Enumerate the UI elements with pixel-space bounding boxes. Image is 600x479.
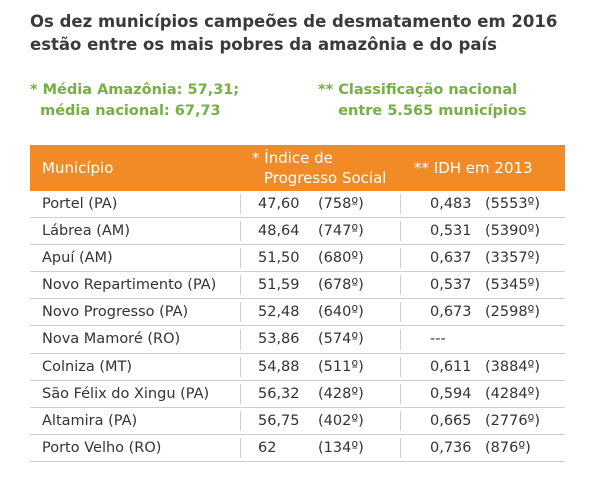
table-cell: (640º) bbox=[318, 304, 364, 321]
header-cell: * Índice de bbox=[252, 149, 333, 167]
note: * Média Amazônia: 57,31; média nacional:… bbox=[30, 80, 239, 122]
column-separator bbox=[400, 221, 401, 242]
table-cell: (5553º) bbox=[485, 196, 541, 212]
column-separator bbox=[240, 302, 241, 323]
table-cell: (758º) bbox=[318, 196, 364, 212]
column-separator bbox=[400, 302, 401, 323]
table-row: São Félix do Xingu (PA) 56,32 (428º) 0,594 (… bbox=[30, 381, 565, 408]
table-cell: 51,50 bbox=[258, 250, 300, 267]
note-line: entre 5.565 municípios bbox=[318, 103, 527, 119]
column-separator bbox=[240, 437, 241, 458]
table-cell: 0,673 bbox=[430, 304, 472, 321]
table-cell: Porto Velho (RO) bbox=[42, 439, 162, 456]
table-cell: 62 bbox=[258, 439, 277, 456]
table-cell: 0,637 bbox=[430, 250, 472, 267]
column-separator bbox=[400, 383, 401, 404]
header-cell: ** IDH em 2013 bbox=[414, 159, 533, 177]
table-cell: 0,531 bbox=[430, 223, 472, 240]
table-cell: 0,611 bbox=[430, 358, 472, 375]
table-cell: (2776º) bbox=[485, 412, 541, 429]
table-cell: 54,88 bbox=[258, 358, 300, 375]
table-cell: 56,32 bbox=[258, 385, 300, 402]
note-line: média nacional: 67,73 bbox=[30, 103, 221, 119]
header-cell: Município bbox=[42, 159, 114, 177]
column-separator bbox=[400, 194, 401, 215]
column-separator bbox=[240, 248, 241, 269]
table-cell: Altamira (PA) bbox=[42, 412, 138, 429]
column-separator bbox=[240, 383, 241, 404]
title-line: Os dez municípios campeões de desmatamen… bbox=[30, 12, 558, 31]
column-separator bbox=[400, 356, 401, 377]
table-cell: (428º) bbox=[318, 385, 364, 402]
table-cell: 51,59 bbox=[258, 277, 300, 294]
table-cell: 48,64 bbox=[258, 223, 300, 240]
table-row: Nova Mamoré (RO) 53,86 (574º) --- bbox=[30, 326, 565, 354]
table-row: Novo Progresso (PA) 52,48 (640º) 0,673 (2598… bbox=[30, 299, 565, 327]
table-row: Portel (PA) 47,60 (758º) 0,483 (5553º) bbox=[30, 191, 565, 219]
table-cell: Colniza (MT) bbox=[42, 358, 133, 375]
table-body: Portel (PA) 47,60 (758º) 0,483 (5553º) Lábrea… bbox=[30, 191, 565, 462]
table-row: Novo Repartimento (PA) 51,59 (678º) 0,537 (5… bbox=[30, 272, 565, 300]
table-cell: 0,736 bbox=[430, 439, 472, 456]
table-row: Porto Velho (RO) 62 (134º) 0,736 (876º) bbox=[30, 435, 565, 462]
table-cell: 0,483 bbox=[430, 196, 472, 212]
table-cell: (5390º) bbox=[485, 223, 541, 240]
table-cell: (5345º) bbox=[485, 277, 541, 294]
column-separator bbox=[240, 221, 241, 242]
table-cell: Nova Mamoré (RO) bbox=[42, 331, 181, 348]
table-cell: (678º) bbox=[318, 277, 364, 294]
table-cell: Novo Repartimento (PA) bbox=[42, 277, 217, 294]
table-cell: 52,48 bbox=[258, 304, 300, 321]
table-cell: Lábrea (AM) bbox=[42, 223, 130, 240]
note: ** Classificação nacional entre 5.565 mu… bbox=[318, 80, 526, 122]
column-separator bbox=[240, 194, 241, 215]
table-cell: 0,537 bbox=[430, 277, 472, 294]
table-row: Altamira (PA) 56,75 (402º) 0,665 (2776º) bbox=[30, 408, 565, 435]
column-separator bbox=[240, 410, 241, 431]
title: Os dez municípios campeões de desmatamen… bbox=[30, 10, 557, 56]
note-line: ** Classificação nacional bbox=[318, 82, 518, 98]
table-cell: (134º) bbox=[318, 439, 364, 456]
table-cell: (680º) bbox=[318, 250, 364, 267]
title-line: estão entre os mais pobres da amazônia e… bbox=[30, 35, 497, 54]
table-row: Lábrea (AM) 48,64 (747º) 0,531 (5390º) bbox=[30, 218, 565, 246]
column-separator bbox=[400, 437, 401, 458]
table-cell: 0,594 bbox=[430, 385, 472, 402]
column-separator bbox=[400, 329, 401, 350]
table-cell: (2598º) bbox=[485, 304, 541, 321]
table-row: Apuí (AM) 51,50 (680º) 0,637 (3357º) bbox=[30, 245, 565, 273]
column-separator bbox=[400, 410, 401, 431]
table-cell: (574º) bbox=[318, 331, 364, 348]
note-line: * Média Amazônia: 57,31; bbox=[30, 82, 240, 98]
column-separator bbox=[400, 248, 401, 269]
table-cell: (3357º) bbox=[485, 250, 541, 267]
table-cell: (402º) bbox=[318, 412, 364, 429]
table-cell: São Félix do Xingu (PA) bbox=[42, 385, 210, 402]
table-cell: Apuí (AM) bbox=[42, 250, 113, 267]
column-separator bbox=[240, 329, 241, 350]
table-cell: (876º) bbox=[485, 439, 531, 456]
table-row: Colniza (MT) 54,88 (511º) 0,611 (3884º) bbox=[30, 354, 565, 381]
column-separator bbox=[400, 275, 401, 296]
column-separator bbox=[240, 356, 241, 377]
table-cell: 0,665 bbox=[430, 412, 472, 429]
table-cell: 53,86 bbox=[258, 331, 300, 348]
table-cell: Novo Progresso (PA) bbox=[42, 304, 189, 321]
table-cell: Portel (PA) bbox=[42, 196, 118, 212]
table-cell: (747º) bbox=[318, 223, 364, 240]
table-cell: 47,60 bbox=[258, 196, 300, 212]
table-header: Município * Índice de Progresso Social *… bbox=[30, 145, 565, 191]
header-cell: Progresso Social bbox=[264, 169, 387, 187]
table-cell: 56,75 bbox=[258, 412, 300, 429]
table-cell: (3884º) bbox=[485, 358, 541, 375]
table: Município * Índice de Progresso Social *… bbox=[30, 145, 565, 462]
table-cell: (511º) bbox=[318, 358, 364, 375]
table-cell: (4284º) bbox=[485, 385, 541, 402]
table-cell: --- bbox=[430, 331, 446, 348]
column-separator bbox=[240, 275, 241, 296]
